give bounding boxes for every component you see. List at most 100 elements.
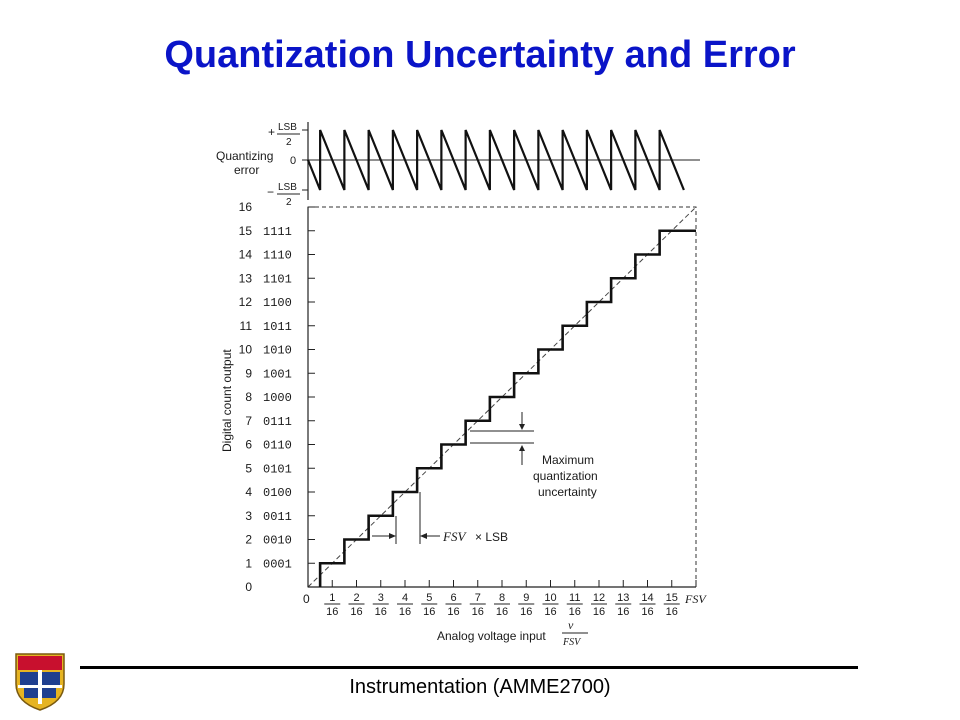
minus-sign: −: [267, 185, 274, 199]
y-decimal-label: 10: [239, 343, 253, 357]
y-decimal-label: 11: [240, 319, 253, 333]
uncertainty-arrowhead-down: [519, 424, 525, 430]
x-fraction-numerator: 8: [499, 592, 505, 604]
x-fraction-denominator: 16: [544, 606, 556, 618]
y-decimal-label: 9: [245, 366, 252, 380]
y-binary-label: 0100: [263, 486, 292, 500]
crest-quarter-d: [42, 688, 56, 698]
x-fraction-numerator: 6: [450, 592, 456, 604]
minus-lsb-label: LSB: [278, 182, 297, 193]
x-end-label: FSV: [684, 592, 707, 606]
x-fraction-denominator: 16: [423, 606, 435, 618]
x-fraction-numerator: 15: [666, 592, 678, 604]
y-decimal-label: 12: [239, 295, 253, 309]
x-fraction-numerator: 14: [641, 592, 653, 604]
y-binary-label: 0110: [263, 439, 292, 453]
fsv-lsb-step-annotation: FSV × LSB: [372, 492, 508, 544]
y-decimal-label: 3: [245, 509, 252, 523]
crest-cross-h: [18, 685, 62, 688]
y-decimal-label: 2: [245, 533, 252, 547]
y-decimal-label: 8: [245, 390, 252, 404]
x-zero-label: 0: [303, 592, 310, 606]
x-fraction-numerator: 12: [593, 592, 605, 604]
staircase-transfer-curve: [318, 229, 696, 587]
uncertainty-arrowhead-up: [519, 445, 525, 451]
footer-divider: [80, 666, 858, 669]
x-fraction-denominator: 16: [399, 606, 411, 618]
y-binary-label: 0101: [263, 462, 292, 476]
plus-two-label: 2: [286, 137, 292, 148]
crest-quarter-b: [42, 672, 60, 686]
error-label-line2: error: [234, 163, 259, 177]
crest-quarter-a: [20, 672, 38, 686]
x-fraction-denominator: 16: [472, 606, 484, 618]
step-arrowhead-left: [389, 533, 396, 539]
y-decimal-label: 5: [245, 461, 252, 475]
footer-course-label: Instrumentation (AMME2700): [349, 676, 611, 698]
digital-count-plot: Digital count output Analog voltage inpu…: [220, 200, 707, 648]
university-crest-icon: [15, 653, 65, 711]
y-binary-label: 1000: [263, 391, 292, 405]
slide-title: Quantization Uncertainty and Error: [164, 34, 796, 76]
y-binary-label: 0010: [263, 534, 292, 548]
x-fraction-numerator: 10: [544, 592, 556, 604]
y-binary-label: 1110: [263, 249, 292, 263]
y-decimal-label: 1: [245, 556, 252, 570]
x-fraction-numerator: 9: [523, 592, 529, 604]
quantizing-error-plot: Quantizing error + LSB 2 0 − LSB 2: [216, 122, 700, 208]
step-arrowhead-right: [420, 533, 427, 539]
error-label-line1: Quantizing: [216, 149, 273, 163]
x-fraction-numerator: 2: [353, 592, 359, 604]
y-decimal-label: 0: [245, 580, 252, 594]
y-binary-label: 1111: [263, 225, 292, 239]
y-decimal-label: 6: [245, 438, 252, 452]
ideal-transfer-line: [307, 206, 697, 588]
y-binary-label: 1101: [263, 272, 292, 286]
y-decimal-label: 14: [239, 248, 253, 262]
y-binary-label: 1100: [263, 296, 292, 310]
x-fraction-denominator: 16: [520, 606, 532, 618]
y-binary-label: 1001: [263, 367, 292, 381]
x-fraction-denominator: 16: [496, 606, 508, 618]
y-axis-label: Digital count output: [220, 349, 234, 452]
x-fraction-denominator: 16: [641, 606, 653, 618]
y-binary-label: 1011: [263, 320, 292, 334]
y-decimal-label: 4: [245, 485, 252, 499]
uncertainty-text-line2: quantization: [533, 469, 598, 483]
x-fraction-numerator: 11: [569, 592, 580, 604]
x-fraction-denominator: 16: [593, 606, 605, 618]
x-fraction-numerator: 7: [475, 592, 481, 604]
x-fraction-numerator: 13: [617, 592, 629, 604]
y-decimal-label: 7: [245, 414, 252, 428]
step-annotation-fsv: FSV: [442, 529, 467, 544]
uncertainty-text-line1: Maximum: [542, 453, 594, 467]
x-fraction-denominator: 16: [569, 606, 581, 618]
crest-quarter-c: [24, 688, 38, 698]
x-axis-fraction-den: FSV: [562, 637, 582, 648]
x-fraction-numerator: 4: [402, 592, 408, 604]
plus-lsb-label: LSB: [278, 122, 297, 133]
minus-two-label: 2: [286, 197, 292, 208]
x-fraction-denominator: 16: [350, 606, 362, 618]
y-decimal-label: 13: [239, 271, 253, 285]
error-zero-label: 0: [290, 155, 296, 167]
x-fraction-denominator: 16: [326, 606, 338, 618]
x-axis-label: Analog voltage input: [437, 629, 546, 643]
step-annotation-lsb: × LSB: [475, 530, 508, 544]
crest-chief: [18, 656, 62, 670]
y-decimal-label: 15: [239, 224, 253, 238]
y-decimal-label: 16: [239, 200, 253, 214]
x-fraction-denominator: 16: [617, 606, 629, 618]
quantizing-error-sawtooth: [306, 129, 685, 191]
plus-sign: +: [268, 125, 275, 139]
y-binary-label: 0111: [263, 415, 292, 429]
x-fraction-denominator: 16: [375, 606, 387, 618]
x-axis-fraction-num: v: [568, 618, 574, 632]
x-fraction-denominator: 16: [447, 606, 459, 618]
x-fraction-numerator: 1: [329, 592, 335, 604]
y-binary-label: 0001: [263, 557, 292, 571]
uncertainty-text-line3: uncertainty: [538, 485, 597, 499]
x-fraction-numerator: 5: [426, 592, 432, 604]
